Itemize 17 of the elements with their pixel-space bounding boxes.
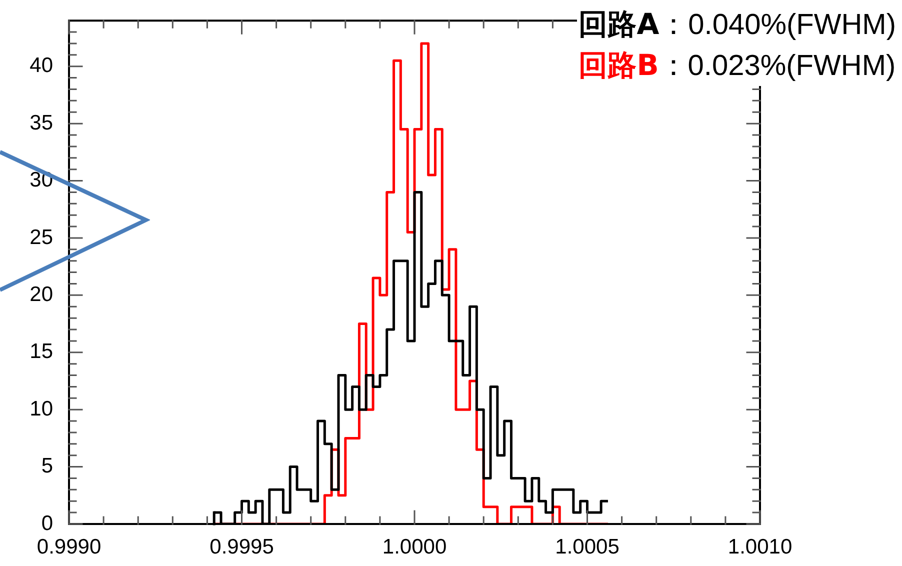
text: 回路A [578, 7, 660, 41]
x-tick-label: 1.0010 [728, 535, 792, 558]
y-tick-label: 5 [41, 454, 53, 478]
annotation: ：0.023%(FWHM) [658, 50, 896, 82]
y-tick-label: 25 [30, 226, 53, 249]
x-tick-label: 0.9990 [36, 535, 102, 558]
y-tick-label: 40 [30, 54, 53, 78]
text: 回路B [578, 48, 659, 82]
annotation: ：0.040%(FWHM) [659, 9, 896, 41]
y-tick-label: 20 [30, 282, 53, 306]
y-tick-label: 15 [30, 340, 53, 364]
y-tick-label: 0 [41, 512, 53, 535]
x-tick-label: 1.0000 [382, 535, 447, 558]
y-tick-label: 35 [30, 111, 53, 134]
x-tick-label: 0.9995 [210, 535, 274, 558]
x-tick-label: 1.0005 [555, 535, 620, 558]
y-tick-label: 10 [30, 397, 53, 420]
